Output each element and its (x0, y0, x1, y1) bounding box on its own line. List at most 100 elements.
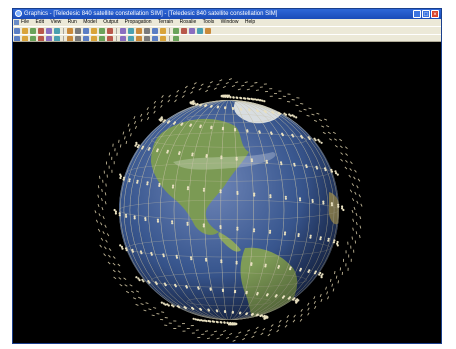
satellite-marker[interactable] (235, 158, 238, 161)
satellite-marker[interactable] (235, 96, 238, 99)
satellite-marker[interactable] (212, 320, 216, 323)
camera-icon[interactable] (120, 36, 126, 41)
satellite-marker[interactable] (138, 279, 141, 282)
satellite-marker[interactable] (354, 169, 357, 173)
satellite-marker[interactable] (171, 222, 174, 225)
satellite-icon[interactable] (22, 36, 28, 41)
satellite-marker[interactable] (213, 330, 218, 333)
satellite-marker[interactable] (146, 181, 149, 184)
satellite-marker[interactable] (221, 289, 225, 293)
satellite-marker[interactable] (134, 125, 137, 129)
satellite-marker[interactable] (202, 189, 205, 192)
satellite-marker[interactable] (219, 191, 222, 194)
satellite-marker[interactable] (123, 277, 127, 280)
satellite-marker[interactable] (316, 112, 320, 115)
satellite-marker[interactable] (102, 231, 105, 235)
satellite-marker[interactable] (354, 191, 357, 195)
satellite-marker[interactable] (282, 295, 286, 298)
play-icon[interactable] (189, 28, 195, 34)
satellite-marker[interactable] (119, 244, 122, 247)
satellite-marker[interactable] (277, 266, 280, 269)
satellite-marker[interactable] (106, 233, 110, 237)
satellite-marker[interactable] (236, 226, 239, 229)
satellite-marker[interactable] (334, 170, 337, 173)
satellite-marker[interactable] (355, 212, 358, 216)
satellite-marker[interactable] (161, 311, 165, 313)
satellite-marker[interactable] (140, 118, 143, 122)
satellite-marker[interactable] (349, 168, 353, 171)
satellite-marker[interactable] (185, 286, 188, 289)
satellite-marker[interactable] (352, 218, 355, 222)
satellite-marker[interactable] (209, 320, 212, 323)
satellite-marker[interactable] (342, 208, 345, 212)
satellite-marker[interactable] (112, 262, 116, 266)
satellite-marker[interactable] (250, 262, 253, 265)
satellite-marker[interactable] (269, 328, 273, 332)
satellite-marker[interactable] (231, 310, 234, 313)
satellite-marker[interactable] (128, 180, 131, 183)
terrain-icon[interactable] (67, 36, 73, 41)
satellite-marker[interactable] (332, 241, 335, 244)
satellite-marker[interactable] (226, 95, 229, 99)
satellite-marker[interactable] (113, 208, 116, 212)
orbit-icon[interactable] (30, 36, 36, 41)
satellite-marker[interactable] (160, 301, 163, 304)
satellite-marker[interactable] (224, 107, 227, 110)
document-icon[interactable] (14, 20, 19, 25)
satellite-marker[interactable] (133, 215, 136, 218)
satellite-marker[interactable] (359, 234, 361, 239)
satellite-marker[interactable] (205, 154, 208, 157)
menu-output[interactable]: Output (103, 19, 119, 25)
satellite-marker[interactable] (202, 225, 205, 228)
satellite-marker[interactable] (139, 250, 142, 253)
satellite-marker[interactable] (202, 223, 205, 226)
satellite-marker[interactable] (97, 194, 100, 198)
satellite-marker[interactable] (219, 225, 222, 228)
satellite-marker[interactable] (125, 140, 128, 144)
satellite-marker[interactable] (253, 331, 257, 334)
satellite-marker[interactable] (277, 265, 280, 268)
satellite-marker[interactable] (318, 119, 323, 122)
satellite-marker[interactable] (320, 274, 323, 277)
satellite-marker[interactable] (268, 231, 272, 234)
satellite-marker[interactable] (104, 224, 107, 228)
satellite-marker[interactable] (125, 290, 130, 294)
satellite-marker[interactable] (315, 165, 318, 168)
satellite-marker[interactable] (112, 256, 116, 259)
satellite-marker[interactable] (101, 197, 103, 202)
satellite-marker[interactable] (172, 305, 175, 308)
satellite-marker[interactable] (229, 321, 232, 325)
satellite-marker[interactable] (207, 85, 211, 88)
satellite-marker[interactable] (321, 125, 325, 128)
satellite-marker[interactable] (263, 314, 266, 317)
satellite-marker[interactable] (161, 118, 164, 121)
zoom-out-icon[interactable] (128, 28, 134, 34)
title-bar[interactable]: Graphics - [Teledesic 840 satellite cons… (13, 9, 441, 19)
satellite-marker[interactable] (283, 112, 286, 115)
satellite-marker[interactable] (319, 271, 322, 275)
satellite-marker[interactable] (327, 296, 330, 300)
report-icon[interactable] (91, 28, 97, 34)
coverage-icon[interactable] (54, 36, 60, 41)
satellite-marker[interactable] (174, 99, 177, 103)
satellite-marker[interactable] (307, 307, 310, 311)
satellite-marker[interactable] (134, 144, 137, 147)
satellite-marker[interactable] (117, 263, 121, 267)
satellite-marker[interactable] (119, 284, 123, 287)
stop-icon[interactable] (173, 28, 179, 34)
satellite-marker[interactable] (224, 310, 227, 314)
satellite-marker[interactable] (355, 221, 358, 226)
satellite-marker[interactable] (186, 186, 190, 189)
filter-icon[interactable] (160, 36, 166, 41)
satellite-marker[interactable] (247, 329, 251, 332)
satellite-marker[interactable] (254, 82, 258, 84)
satellite-marker[interactable] (314, 305, 317, 310)
new-icon[interactable] (14, 28, 20, 34)
satellite-marker[interactable] (124, 247, 128, 250)
satellite-marker[interactable] (191, 86, 195, 90)
satellite-marker[interactable] (236, 190, 239, 194)
satellite-marker[interactable] (332, 288, 335, 292)
satellite-marker[interactable] (120, 245, 123, 248)
satellite-marker[interactable] (251, 312, 254, 316)
satellite-marker[interactable] (260, 314, 263, 317)
